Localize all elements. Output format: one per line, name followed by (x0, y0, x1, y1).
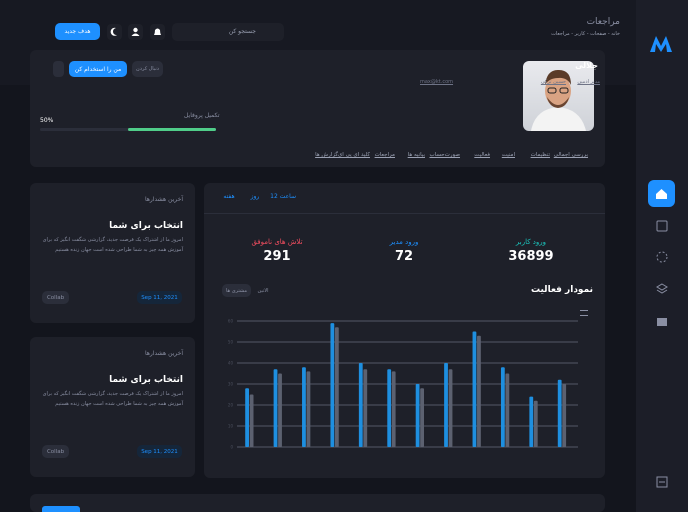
page-title: مراجعات (586, 17, 620, 27)
calendar-icon[interactable] (655, 219, 669, 233)
follow-button[interactable]: دنبال کردن (132, 61, 163, 77)
y-tick-label: 60 (228, 319, 234, 324)
search-input[interactable]: جستجو کن (172, 23, 284, 41)
profile-tab[interactable]: صورت‌حساب (429, 152, 460, 158)
profile-tab[interactable]: بیانیه ها (407, 152, 425, 158)
y-tick-label: 30 (228, 382, 234, 387)
bottom-card (30, 494, 605, 512)
bar (533, 400, 538, 447)
hire-button[interactable]: من را استخدام کن (69, 61, 127, 77)
bar (562, 384, 567, 447)
bar (500, 367, 505, 447)
bar (420, 388, 425, 447)
alert-tag: Collab (42, 445, 69, 458)
logo (650, 36, 672, 52)
progress-value: 50% (40, 117, 54, 124)
y-tick-label: 20 (228, 403, 234, 408)
exit-icon[interactable] (655, 475, 669, 489)
bar (334, 327, 339, 447)
new-goal-button[interactable]: هدف جدید (55, 23, 100, 40)
activity-card (204, 183, 605, 478)
y-tick-label: 10 (228, 424, 234, 429)
menu-icon[interactable] (580, 310, 588, 316)
sidebar (636, 0, 688, 512)
stat-value: 291 (263, 249, 291, 264)
bar (358, 363, 363, 447)
y-tick-label: 0 (230, 445, 233, 450)
alert-body: امروز ما از اشتراک یک فرصت جدید، گزارشی … (42, 237, 183, 253)
bar (306, 371, 311, 447)
y-tick-label: 40 (228, 361, 234, 366)
profile-tab[interactable]: فعالیت (474, 152, 490, 158)
profile-tab[interactable]: کلید ای پی ای (337, 152, 370, 158)
bar (363, 369, 368, 447)
alert-heading: آخرین هشدارها (144, 350, 183, 357)
bar (330, 323, 335, 447)
stat-label: ورود مدیر (389, 238, 419, 246)
period-tab[interactable]: روز (250, 193, 260, 200)
stat-value: 72 (394, 249, 414, 264)
breadcrumb: خانه - صفحات - کاربر - مراجعات (551, 31, 620, 37)
bar (249, 394, 254, 447)
bar (505, 373, 510, 447)
activity-chart: 0 10 20 30 40 50 60 (228, 319, 578, 450)
layers-icon[interactable] (655, 282, 669, 296)
alert-heading: آخرین هشدارها (144, 196, 183, 203)
stat-label: ورود کاربر (515, 238, 547, 246)
theme-button[interactable] (107, 24, 122, 40)
bar (245, 388, 250, 447)
alert-title: انتخاب برای شما (109, 221, 183, 231)
progress-fill (128, 128, 216, 131)
profile-link[interactable]: حسین ترکی (540, 79, 566, 85)
more-button[interactable] (53, 61, 64, 77)
bar (273, 369, 278, 447)
progress-label: تکمیل پروفایل (184, 112, 220, 119)
bell-button[interactable] (150, 24, 165, 40)
profile-link[interactable]: مدیر ادمین (577, 79, 600, 85)
filter-button[interactable]: الاتین (257, 287, 269, 294)
profile-name: جلالی (575, 61, 598, 70)
y-tick-label: 50 (228, 340, 234, 345)
profile-tab[interactable]: گزارش ها (315, 152, 338, 158)
divider (204, 213, 605, 214)
bar (477, 335, 481, 447)
home-icon[interactable] (648, 180, 675, 207)
bar (448, 369, 453, 447)
alert-title: انتخاب برای شما (109, 375, 183, 385)
bar (302, 367, 306, 447)
bag-icon[interactable] (655, 314, 669, 328)
alert-date: Sep 11, 2021 (137, 445, 182, 458)
profile-tab[interactable]: بررسی اجمالی (553, 152, 588, 158)
chart-title: نمودار فعالیت (530, 285, 593, 295)
bottom-button[interactable] (42, 506, 80, 512)
alert-body: امروز ما از اشتراک یک فرصت جدید، گزارشی … (42, 391, 183, 407)
avatar (523, 61, 594, 131)
stat-value: 36899 (508, 249, 554, 264)
bar (387, 369, 392, 447)
bar (557, 379, 562, 447)
loader-icon[interactable] (655, 250, 669, 264)
filter-button[interactable]: مشتری ها (222, 284, 251, 297)
profile-tab[interactable]: مراجعات (374, 152, 395, 158)
bar (472, 331, 477, 447)
bar (529, 396, 534, 447)
stat-label: تلاش های ناموفق (251, 238, 303, 246)
profile-link[interactable]: max@kt.com (420, 79, 454, 85)
bar (415, 384, 420, 447)
profile-tab[interactable]: تنظیمات (530, 152, 550, 158)
profile-tab[interactable]: امنیت (501, 152, 515, 158)
user-button[interactable] (128, 24, 143, 40)
period-tab[interactable]: هفته (223, 193, 235, 200)
alert-tag: Collab (42, 291, 69, 304)
bar (444, 363, 448, 447)
alert-date: Sep 11, 2021 (137, 291, 182, 304)
bar (391, 371, 396, 447)
bar (278, 373, 282, 447)
period-tab[interactable]: ساعت 12 (270, 193, 296, 200)
